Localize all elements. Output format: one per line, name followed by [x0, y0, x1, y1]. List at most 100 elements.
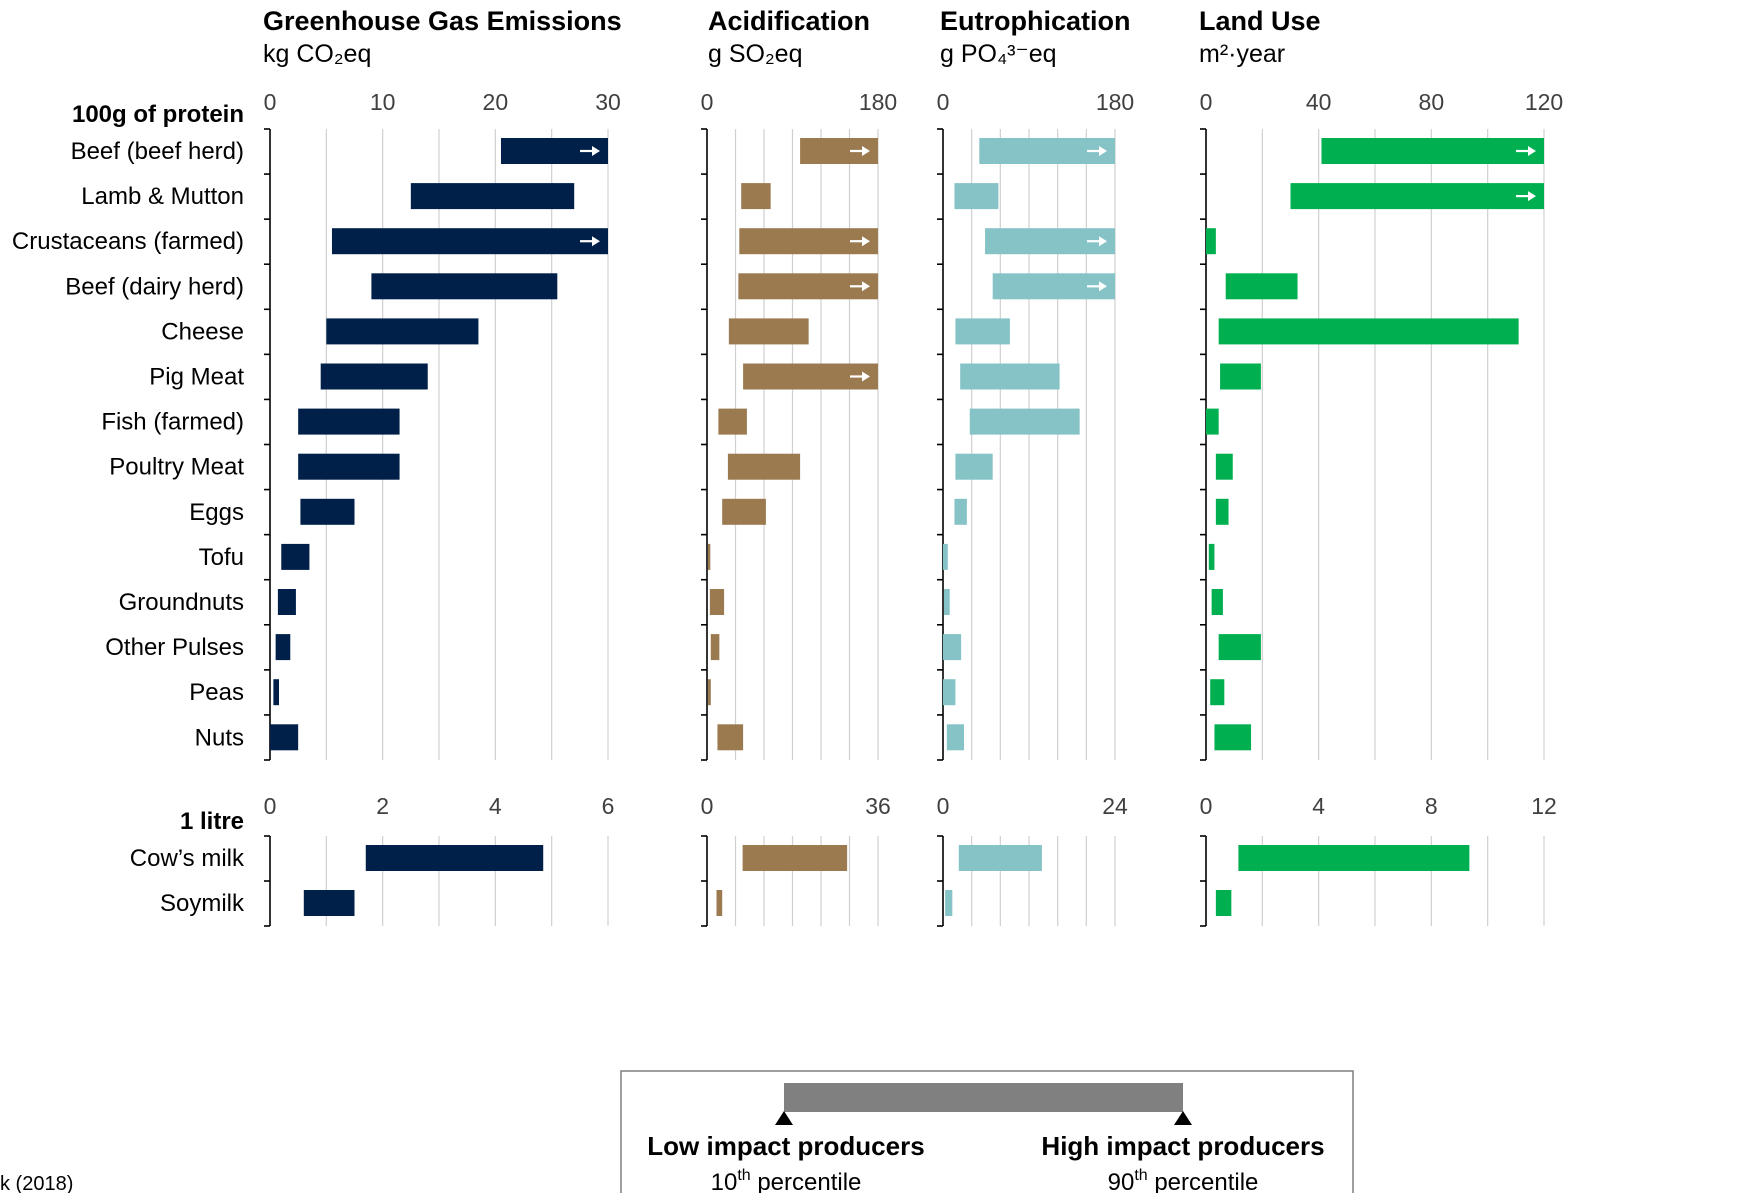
tick-label-acid: 0	[701, 793, 714, 819]
bar-land-crustaceans-farmed	[1206, 228, 1216, 255]
row-label-pig-meat: Pig Meat	[149, 364, 244, 391]
bar-land-cow-s-milk	[1238, 845, 1470, 871]
tick-label-land: 4	[1312, 793, 1325, 819]
bar-eutro-soymilk	[945, 890, 953, 916]
bar-acid-nuts	[717, 724, 744, 751]
bar-eutro-pig-meat	[960, 363, 1060, 390]
bar-eutro-eggs	[954, 498, 967, 525]
overflow-arrow-icon	[592, 236, 600, 247]
overflow-arrow-icon	[1528, 191, 1536, 202]
bar-land-beef-beef-herd	[1321, 138, 1544, 164]
tick-label-ghg: 4	[489, 793, 502, 819]
bar-land-other-pulses	[1218, 634, 1261, 661]
overflow-arrow-icon	[1099, 236, 1107, 247]
bar-acid-other-pulses	[710, 634, 720, 661]
panel-unit-eutro: g PO₄³⁻eq	[940, 40, 1057, 68]
bar-eutro-lamb-mutton	[954, 183, 999, 210]
panel-title-eutro: Eutrophication	[940, 6, 1131, 36]
row-label-fish-farmed: Fish (farmed)	[101, 409, 244, 436]
legend: Low impact producers High impact producer…	[620, 1070, 1354, 1193]
row-label-poultry-meat: Poultry Meat	[109, 454, 244, 481]
bar-eutro-groundnuts	[943, 589, 950, 615]
row-label-lamb-mutton: Lamb & Mutton	[81, 183, 244, 210]
legend-low-percentile-word: percentile	[751, 1169, 862, 1193]
tick-label-eutro: 180	[1096, 89, 1134, 115]
bar-ghg-tofu	[281, 543, 310, 570]
bar-acid-tofu	[707, 543, 711, 570]
bar-acid-poultry-meat	[727, 453, 801, 480]
legend-high-marker-icon	[1174, 1111, 1192, 1125]
tick-label-ghg: 2	[376, 793, 389, 819]
bar-ghg-eggs	[300, 498, 355, 525]
legend-high-percentile-suffix: th	[1134, 1167, 1147, 1184]
tick-label-land: 12	[1531, 793, 1557, 819]
overflow-arrow-icon	[1528, 146, 1536, 156]
overflow-arrow-icon	[862, 281, 870, 292]
bar-land-lamb-mutton	[1290, 183, 1544, 210]
row-label-tofu: Tofu	[199, 544, 244, 571]
bar-ghg-cow-s-milk	[365, 845, 544, 871]
row-label-soymilk: Soymilk	[160, 890, 245, 917]
tick-label-acid: 180	[859, 89, 897, 115]
tick-label-ghg: 0	[264, 89, 277, 115]
bar-land-soymilk	[1215, 890, 1232, 916]
row-label-beef-beef-herd: Beef (beef herd)	[71, 138, 244, 165]
bar-acid-cheese	[728, 318, 809, 345]
bar-acid-eggs	[722, 498, 766, 525]
source-note: k (2018)	[0, 1173, 73, 1193]
tick-label-eutro: 24	[1102, 793, 1128, 819]
tick-label-eutro: 0	[937, 793, 950, 819]
bar-eutro-tofu	[943, 543, 948, 570]
bar-eutro-peas	[943, 679, 956, 706]
legend-high-percentile-word: percentile	[1148, 1169, 1259, 1193]
bar-ghg-pig-meat	[320, 363, 428, 390]
group-label-100g-of-protein: 100g of protein	[72, 101, 244, 128]
bar-acid-soymilk	[716, 890, 723, 916]
tick-label-land: 80	[1419, 89, 1445, 115]
bar-acid-lamb-mutton	[741, 183, 771, 210]
bar-acid-fish-farmed	[718, 408, 747, 435]
bar-ghg-crustaceans-farmed	[331, 228, 608, 255]
tick-label-eutro: 0	[937, 89, 950, 115]
overflow-arrow-icon	[862, 236, 870, 247]
legend-high-label: High impact producers	[1041, 1131, 1324, 1161]
bar-eutro-nuts	[946, 724, 965, 751]
bar-land-fish-farmed	[1206, 408, 1219, 435]
bar-ghg-poultry-meat	[298, 453, 400, 480]
bar-ghg-beef-dairy-herd	[371, 273, 558, 300]
overflow-arrow-icon	[862, 146, 870, 156]
bar-land-groundnuts	[1211, 589, 1223, 615]
overflow-arrow-icon	[592, 146, 600, 156]
bar-ghg-lamb-mutton	[410, 183, 575, 210]
bar-land-peas	[1210, 679, 1225, 706]
tick-label-land: 0	[1200, 89, 1213, 115]
legend-low-percentile-number: 10	[711, 1169, 738, 1193]
tick-label-ghg: 0	[264, 793, 277, 819]
bars	[270, 138, 1544, 916]
overflow-arrow-icon	[1099, 146, 1107, 156]
bar-acid-cow-s-milk	[742, 845, 848, 871]
group-label-1-litre: 1 litre	[180, 808, 244, 835]
legend-bar	[784, 1083, 1183, 1112]
overflow-arrow-icon	[862, 371, 870, 382]
row-label-nuts: Nuts	[195, 724, 244, 751]
bar-ghg-soymilk	[303, 890, 355, 916]
bar-eutro-cheese	[955, 318, 1010, 345]
row-label-beef-dairy-herd: Beef (dairy herd)	[65, 273, 244, 300]
bar-land-cheese	[1218, 318, 1519, 345]
tick-label-ghg: 6	[602, 793, 615, 819]
tick-label-land: 40	[1306, 89, 1332, 115]
row-label-other-pulses: Other Pulses	[105, 634, 244, 661]
tick-label-ghg: 30	[595, 89, 621, 115]
tick-label-land: 120	[1525, 89, 1563, 115]
bar-acid-groundnuts	[709, 589, 725, 615]
bar-ghg-peas	[273, 679, 280, 706]
legend-high-percentile: 90th percentile	[1108, 1167, 1259, 1193]
row-label-peas: Peas	[189, 679, 244, 706]
bar-acid-peas	[707, 679, 711, 706]
legend-low-label: Low impact producers	[647, 1131, 924, 1161]
bar-land-eggs	[1215, 498, 1229, 525]
bar-land-nuts	[1214, 724, 1252, 751]
bar-eutro-fish-farmed	[969, 408, 1080, 435]
